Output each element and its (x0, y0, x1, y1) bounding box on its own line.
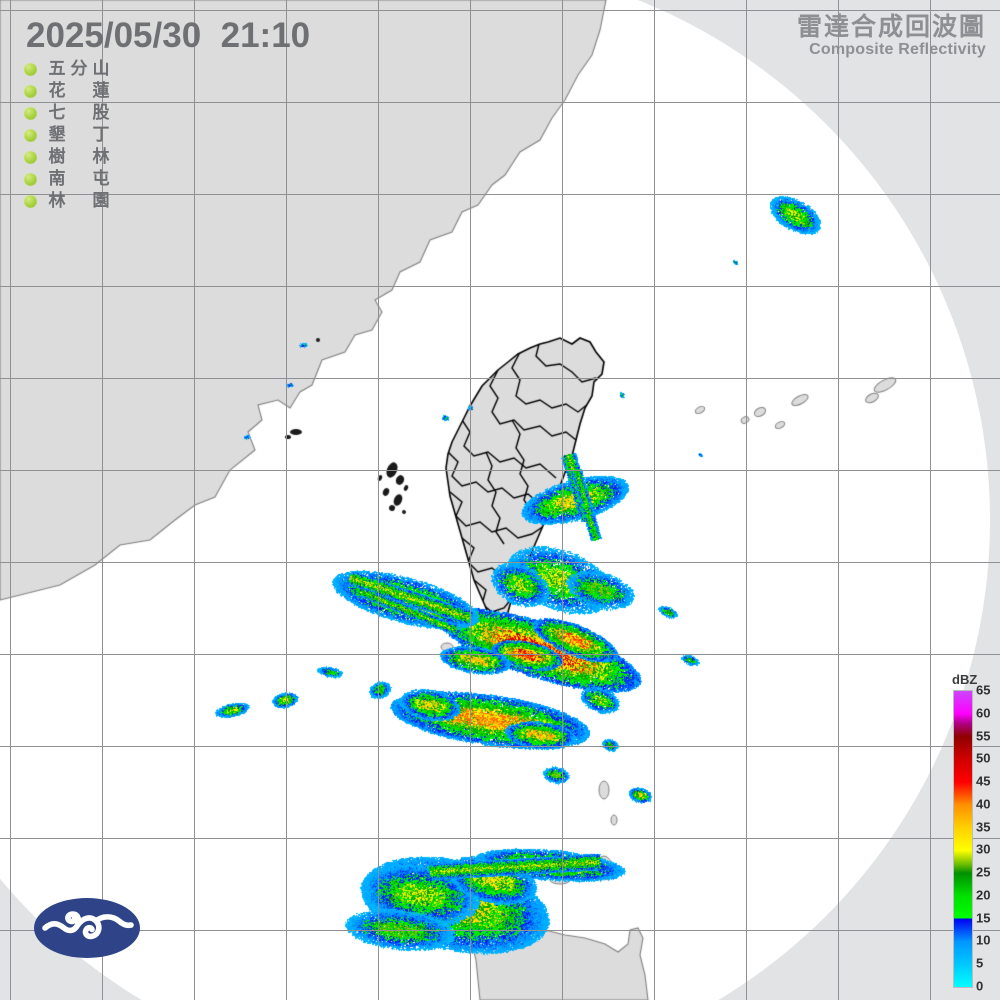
cwa-logo (34, 898, 140, 958)
colorbar-tick-label: 65 (976, 682, 991, 698)
station-name-char: 花 (48, 81, 66, 101)
colorbar-tick-label: 30 (976, 841, 991, 857)
station-name-label: 南屯 (46, 168, 112, 190)
station-name-char: 樹 (48, 147, 66, 167)
station-status-dot-icon (24, 128, 37, 142)
grid-line-vertical (378, 0, 379, 1000)
station-status-dot-icon (24, 106, 37, 120)
station-status-dot-icon (24, 150, 37, 164)
grid-line-vertical (838, 0, 839, 1000)
station-name-label: 花蓮 (46, 80, 112, 102)
station-legend-item: 七股 (24, 102, 112, 124)
page-title-en: Composite Reflectivity (809, 41, 986, 59)
station-legend-item: 南屯 (24, 168, 112, 190)
colorbar-tick-label: 20 (976, 887, 991, 903)
colorbar-tick-label: 5 (976, 955, 984, 971)
station-legend-item: 樹林 (24, 146, 112, 168)
colorbar-unit-label: dBZ (952, 672, 978, 687)
colorbar-tick-label: 25 (976, 864, 991, 880)
grid-line-horizontal (0, 562, 1000, 563)
station-name-char: 五 (48, 59, 66, 79)
grid-line-horizontal (0, 378, 1000, 379)
colorbar-tick-label: 40 (976, 796, 991, 812)
station-name-char: 股 (92, 103, 110, 123)
colorbar-tick-label: 0 (976, 978, 984, 994)
station-legend: 五分山花蓮七股墾丁樹林南屯林園 (24, 58, 112, 212)
colorbar-tick-label: 45 (976, 773, 991, 789)
station-name-char (68, 190, 90, 212)
grid-line-vertical (10, 0, 11, 1000)
station-name-label: 樹林 (46, 146, 112, 168)
colorbar-tick-label: 55 (976, 728, 991, 744)
grid-line-vertical (654, 0, 655, 1000)
grid-line-horizontal (0, 10, 1000, 11)
station-status-dot-icon (24, 84, 37, 98)
grid-line-horizontal (0, 746, 1000, 747)
station-legend-item: 墾丁 (24, 124, 112, 146)
grid-line-vertical (194, 0, 195, 1000)
station-name-label: 七股 (46, 102, 112, 124)
station-name-char: 七 (48, 103, 66, 123)
colorbar-gradient (953, 690, 973, 988)
station-status-dot-icon (24, 194, 37, 208)
grid-line-horizontal (0, 654, 1000, 655)
grid-line-horizontal (0, 930, 1000, 931)
colorbar-tick-label: 50 (976, 750, 991, 766)
station-name-char: 蓮 (92, 81, 110, 101)
grid-line-vertical (930, 0, 931, 1000)
station-name-char (68, 146, 90, 168)
station-name-label: 林園 (46, 190, 112, 212)
station-name-char: 南 (48, 169, 66, 189)
station-name-char: 園 (92, 191, 110, 211)
station-name-char: 墾 (48, 125, 66, 145)
colorbar-tick-label: 35 (976, 819, 991, 835)
station-name-char (68, 168, 90, 190)
station-name-char (68, 124, 90, 146)
station-name-char (68, 80, 90, 102)
grid-line-vertical (470, 0, 471, 1000)
station-name-label: 五分山 (46, 58, 112, 80)
station-name-char: 山 (92, 59, 110, 79)
station-status-dot-icon (24, 62, 37, 76)
colorbar-tick-label: 60 (976, 705, 991, 721)
grid-line-vertical (746, 0, 747, 1000)
station-legend-item: 林園 (24, 190, 112, 212)
station-name-label: 墾丁 (46, 124, 112, 146)
station-legend-item: 花蓮 (24, 80, 112, 102)
station-name-char: 屯 (92, 169, 110, 189)
grid-line-vertical (286, 0, 287, 1000)
station-name-char: 林 (92, 147, 110, 167)
grid-line-vertical (102, 0, 103, 1000)
grid-line-horizontal (0, 286, 1000, 287)
station-status-dot-icon (24, 172, 37, 186)
station-name-char: 丁 (92, 125, 110, 145)
colorbar-tick-label: 10 (976, 932, 991, 948)
station-legend-item: 五分山 (24, 58, 112, 80)
grid-line-horizontal (0, 470, 1000, 471)
station-name-char: 林 (48, 191, 66, 211)
grid-line-horizontal (0, 194, 1000, 195)
page-title-zh: 雷達合成回波圖 (796, 13, 986, 41)
dbz-colorbar: dBZ 65 60 55 50 45 40 35 30 25 20 15 10 5 0 (950, 672, 1000, 994)
timestamp-label: 2025/05/30 21:10 (26, 16, 311, 55)
station-name-char (68, 102, 90, 124)
grid-line-horizontal (0, 102, 1000, 103)
grid-line-horizontal (0, 838, 1000, 839)
colorbar-tick-label: 15 (976, 910, 991, 926)
station-name-char: 分 (70, 59, 88, 79)
title-block: 雷達合成回波圖 Composite Reflectivity (797, 14, 986, 60)
grid-line-vertical (562, 0, 563, 1000)
